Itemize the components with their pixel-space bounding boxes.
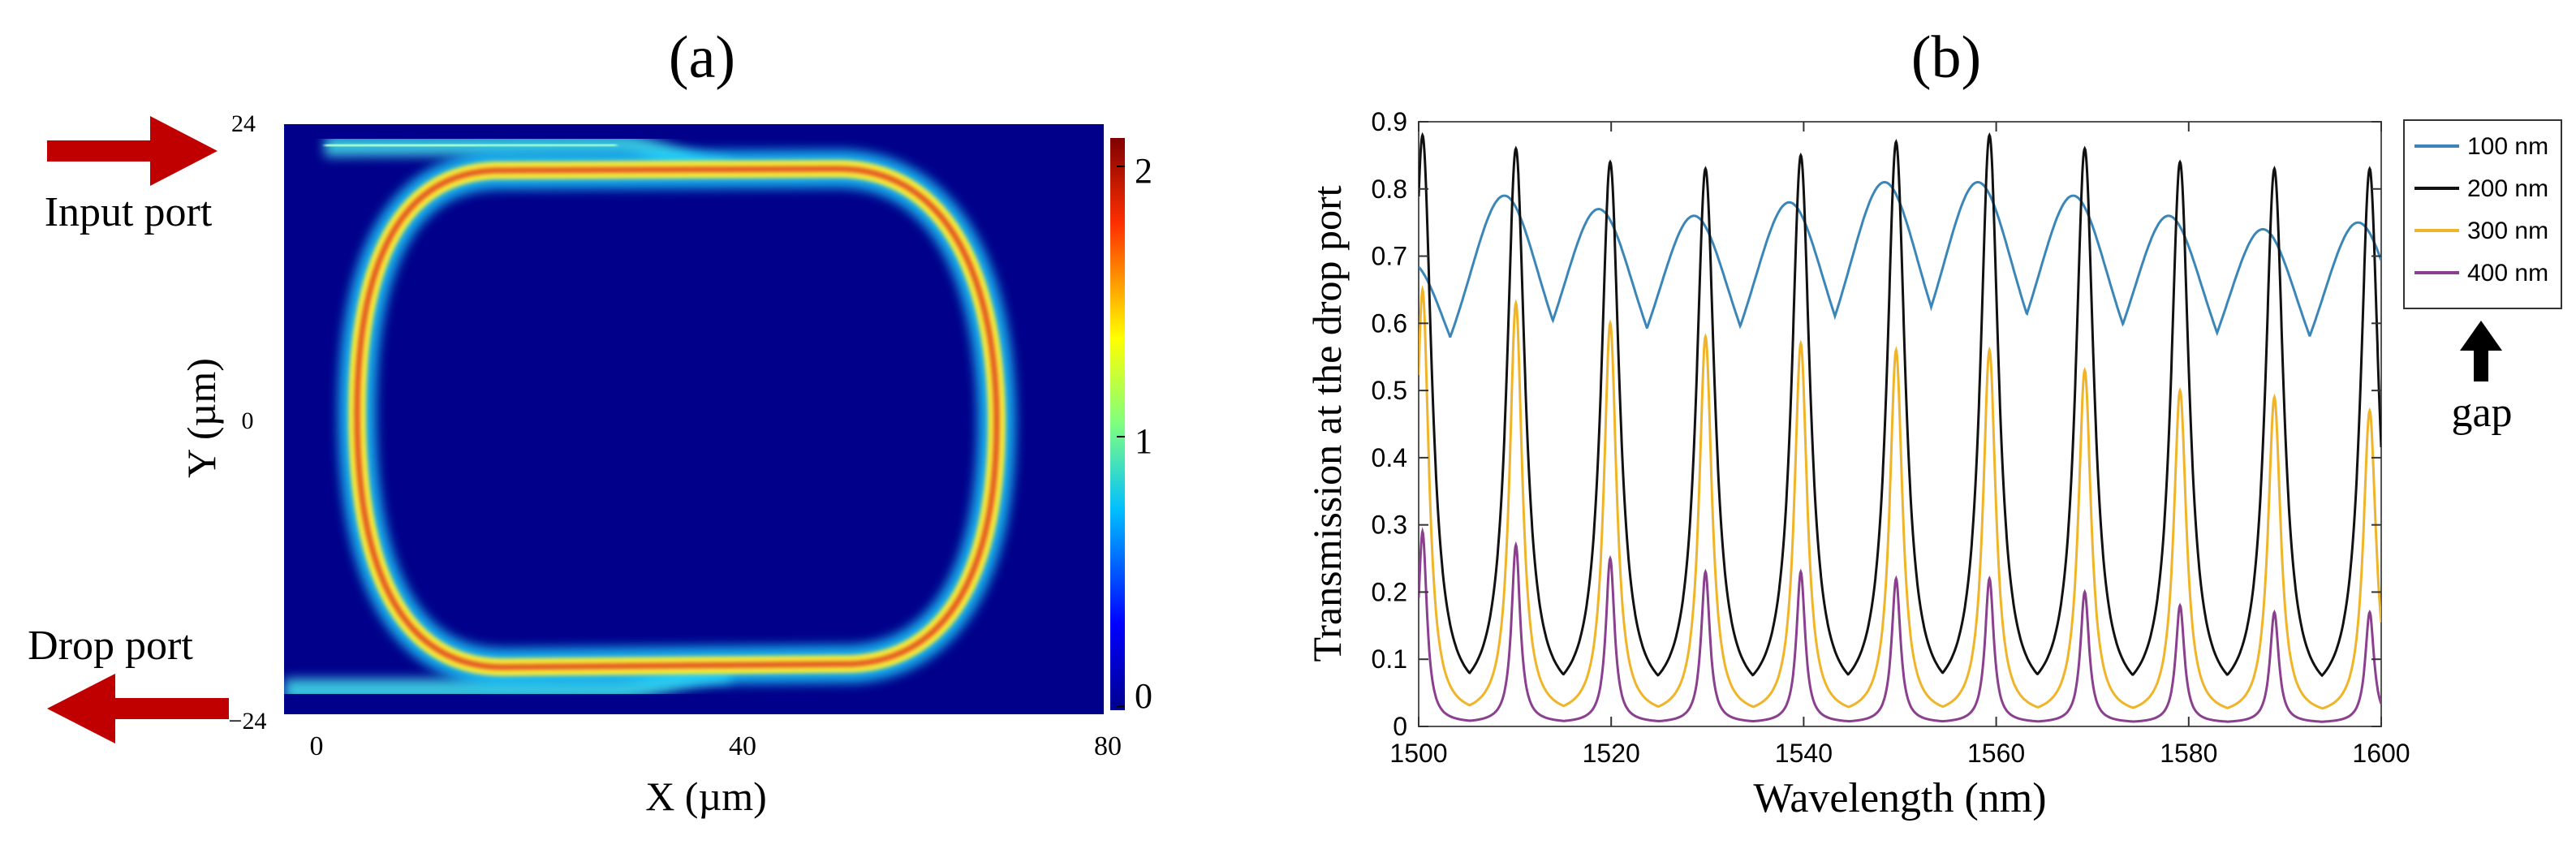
colorbar: 2 1 0 <box>1110 138 1152 716</box>
x-tick-label: 40 <box>729 731 756 761</box>
x-tick-label: 1520 <box>1583 739 1640 768</box>
colorbar-tick-label: 1 <box>1135 421 1152 461</box>
x-tick-label: 1500 <box>1389 739 1447 768</box>
x-tick-label: 1580 <box>2160 739 2217 768</box>
x-tick-label: 0 <box>310 731 324 761</box>
colorbar-tick-label: 2 <box>1135 151 1152 191</box>
x-tick-label: 1560 <box>1967 739 2025 768</box>
y-tick-label: −24 <box>229 708 267 735</box>
field-map <box>284 124 1104 714</box>
drop-port-arrow-icon <box>47 674 229 743</box>
x-tick-label: 80 <box>1094 731 1122 761</box>
legend-label: 200 nm <box>2467 175 2548 202</box>
series-line-200-nm <box>1419 131 2381 678</box>
y-tick-label: 0 <box>1393 712 1407 741</box>
x-axis-label: Wavelength (nm) <box>1753 775 2046 821</box>
x-tick-label: 1540 <box>1775 739 1833 768</box>
colorbar-tick-label: 0 <box>1135 676 1152 716</box>
legend: 100 nm 200 nm 300 nm 400 nm <box>2403 119 2562 309</box>
colorbar-gradient <box>1110 138 1125 710</box>
series-line-300-nm <box>1419 284 2381 710</box>
panel-b-title: (b) <box>1911 24 1981 91</box>
x-axis-label: X (µm) <box>645 774 767 819</box>
legend-box <box>2403 119 2562 309</box>
ring-core <box>354 166 1000 670</box>
legend-label: 100 nm <box>2467 133 2548 160</box>
drop-port-label: Drop port <box>28 623 193 669</box>
y-tick-label: 0.1 <box>1372 644 1407 674</box>
y-tick-label: 0.2 <box>1372 577 1407 606</box>
input-port-label: Input port <box>45 189 213 235</box>
panel-b: (b) 1500 1520 1540 1560 1580 1600 0 0.1 0.2 0.3 0.… <box>1304 24 2562 821</box>
y-tick-label: 0.3 <box>1372 511 1407 540</box>
series-lines <box>1419 131 2381 723</box>
y-tick-label: 0.4 <box>1372 443 1407 472</box>
series-line-400-nm <box>1419 527 2381 723</box>
legend-label: 300 nm <box>2467 218 2548 244</box>
legend-note: gap <box>2451 390 2512 436</box>
up-arrow-icon <box>2460 321 2502 381</box>
y-tick-label: 0.9 <box>1372 107 1407 136</box>
y-tick-label: 0.7 <box>1372 242 1407 271</box>
y-axis-label: Transmission at the drop port <box>1304 185 1350 662</box>
y-tick-label: 24 <box>231 110 256 137</box>
y-tick-label: 0.5 <box>1372 376 1407 405</box>
panel-a: (a) 2 1 0 <box>28 24 1152 819</box>
panel-a-title: (a) <box>669 24 735 91</box>
axes: 1500 1520 1540 1560 1580 1600 0 0.1 0.2 0.3 0.4 0.5… <box>1372 107 2410 768</box>
y-tick-label: 0 <box>242 407 254 434</box>
x-tick-label: 1600 <box>2352 739 2410 768</box>
y-axis-label: Y (µm) <box>179 358 224 478</box>
y-tick-label: 0.6 <box>1372 308 1407 338</box>
y-tick-label: 0.8 <box>1372 175 1407 204</box>
input-waveguide-core <box>324 141 618 149</box>
input-port-arrow-icon <box>47 116 218 186</box>
legend-label: 400 nm <box>2467 260 2548 287</box>
